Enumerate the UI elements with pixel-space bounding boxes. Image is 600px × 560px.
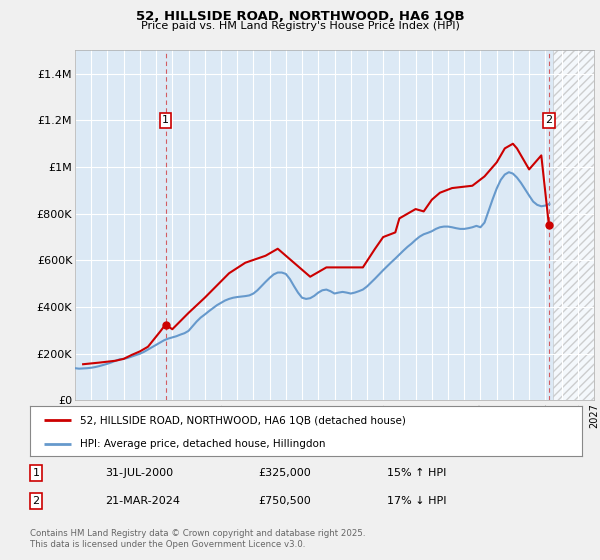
- Text: Price paid vs. HM Land Registry's House Price Index (HPI): Price paid vs. HM Land Registry's House …: [140, 21, 460, 31]
- Text: HPI: Average price, detached house, Hillingdon: HPI: Average price, detached house, Hill…: [80, 439, 325, 449]
- Text: 15% ↑ HPI: 15% ↑ HPI: [387, 468, 446, 478]
- Text: Contains HM Land Registry data © Crown copyright and database right 2025.
This d: Contains HM Land Registry data © Crown c…: [30, 529, 365, 549]
- Text: 52, HILLSIDE ROAD, NORTHWOOD, HA6 1QB: 52, HILLSIDE ROAD, NORTHWOOD, HA6 1QB: [136, 10, 464, 23]
- Text: 52, HILLSIDE ROAD, NORTHWOOD, HA6 1QB (detached house): 52, HILLSIDE ROAD, NORTHWOOD, HA6 1QB (d…: [80, 415, 406, 425]
- Text: £750,500: £750,500: [258, 496, 311, 506]
- Text: £325,000: £325,000: [258, 468, 311, 478]
- Text: 2: 2: [32, 496, 40, 506]
- Text: 31-JUL-2000: 31-JUL-2000: [105, 468, 173, 478]
- Text: 1: 1: [162, 115, 169, 125]
- Text: 21-MAR-2024: 21-MAR-2024: [105, 496, 180, 506]
- Text: 1: 1: [32, 468, 40, 478]
- Text: 17% ↓ HPI: 17% ↓ HPI: [387, 496, 446, 506]
- Text: 2: 2: [545, 115, 553, 125]
